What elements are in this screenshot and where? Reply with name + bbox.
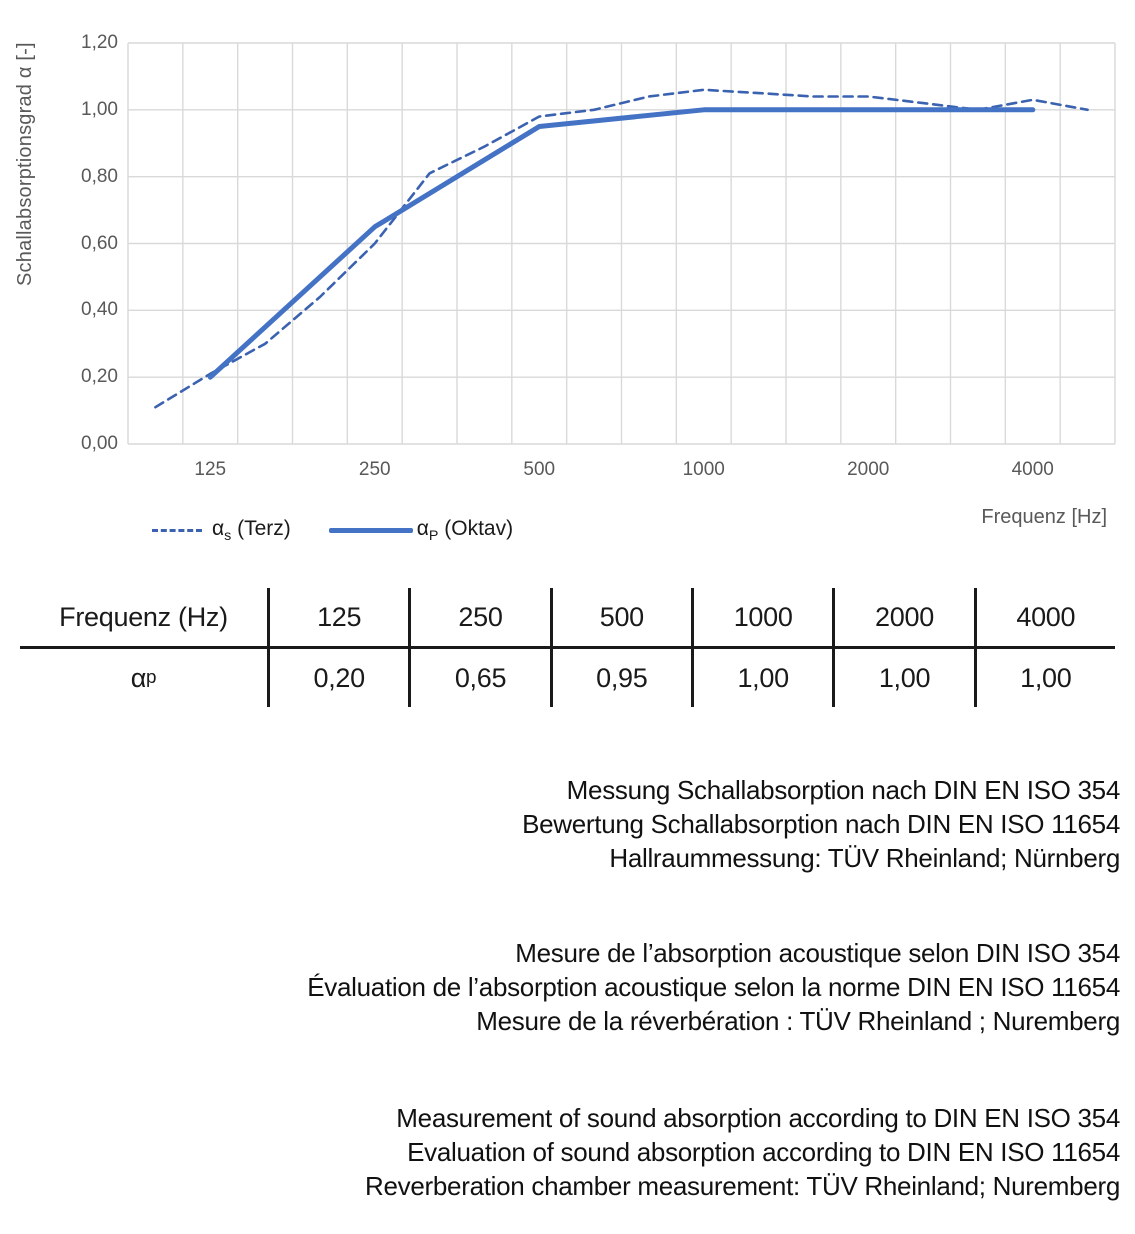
x-tick-label: 2000 — [847, 459, 890, 480]
x-tick-label: 1000 — [682, 459, 725, 480]
note-line: Évaluation de l’absorption acoustique se… — [307, 972, 1120, 1002]
alpha-symbol: α — [130, 662, 147, 693]
y-tick-label: 0,00 — [81, 433, 118, 454]
note-line: Reverberation chamber measurement: TÜV R… — [365, 1171, 1120, 1201]
table-header-4000: 4000 — [973, 588, 1115, 649]
alpha-symbol: α — [212, 517, 225, 540]
frequency-table: Frequenz (Hz) 125 250 500 1000 2000 4000… — [20, 588, 1115, 707]
y-tick-label: 0,40 — [81, 299, 118, 321]
legend-item-oktav: αP (Oktav) — [328, 517, 513, 544]
alpha-subscript: s — [224, 528, 232, 545]
legend-text: (Oktav) — [438, 517, 514, 540]
y-tick-label: 0,80 — [81, 165, 118, 187]
note-line: Bewertung Schallabsorption nach DIN EN I… — [522, 809, 1120, 839]
y-tick-label: 1,20 — [81, 32, 118, 53]
x-tick-label: 125 — [194, 459, 227, 480]
table-value-125: 0,20 — [267, 649, 408, 707]
y-tick-label: 0,60 — [81, 232, 118, 254]
note-line: Mesure de l’absorption acoustique selon … — [515, 938, 1120, 968]
note-english: Measurement of sound absorption accordin… — [20, 1101, 1120, 1203]
table-header-1000: 1000 — [690, 588, 833, 649]
legend-item-terz: αs (Terz) — [152, 517, 291, 544]
alpha-subscript: p — [146, 667, 157, 688]
alpha-symbol: α — [416, 517, 429, 540]
table-value-4000: 1,00 — [973, 649, 1115, 707]
legend-text: (Terz) — [231, 517, 291, 540]
x-tick-label: 250 — [358, 459, 391, 480]
alpha-subscript: P — [428, 528, 439, 545]
y-tick-label: 1,00 — [81, 98, 118, 120]
solid-line-sample — [328, 528, 413, 534]
x-axis-title: Frequenz [Hz] — [981, 506, 1107, 528]
legend-label-oktav: αP (Oktav) — [417, 517, 513, 544]
table-header-2000: 2000 — [832, 588, 974, 649]
absorption-chart: Schallabsorptionsgrad α [-] 0,00 0,20 0,40… — [0, 0, 1135, 565]
note-line: Evaluation of sound absorption according… — [407, 1137, 1120, 1167]
note-line: Mesure de la réverbération : TÜV Rheinla… — [476, 1006, 1120, 1036]
table-value-2000: 1,00 — [832, 649, 973, 707]
note-line: Hallraummessung: TÜV Rheinland; Nürnberg — [609, 843, 1120, 873]
table-header-500: 500 — [549, 588, 691, 649]
table-value-500: 0,95 — [549, 649, 691, 707]
note-french: Mesure de l’absorption acoustique selon … — [20, 936, 1120, 1038]
table-header-250: 250 — [408, 588, 550, 649]
chart-legend: αs (Terz) αP (Oktav) — [152, 517, 513, 544]
x-tick-label: 4000 — [1011, 459, 1054, 480]
note-german: Messung Schallabsorption nach DIN EN ISO… — [20, 773, 1120, 875]
table-value-1000: 1,00 — [690, 649, 832, 707]
table-value-250: 0,65 — [408, 649, 549, 707]
note-line: Messung Schallabsorption nach DIN EN ISO… — [566, 775, 1121, 805]
note-line: Measurement of sound absorption accordin… — [396, 1103, 1120, 1133]
y-tick-label: 0,20 — [81, 366, 118, 388]
legend-label-terz: αs (Terz) — [212, 517, 291, 544]
chart-plot-area — [127, 42, 1116, 445]
x-tick-label: 500 — [523, 459, 556, 480]
table-header-frequency: Frequenz (Hz) — [20, 588, 267, 649]
table-header-125: 125 — [267, 588, 409, 649]
dashed-line-sample — [152, 529, 202, 533]
